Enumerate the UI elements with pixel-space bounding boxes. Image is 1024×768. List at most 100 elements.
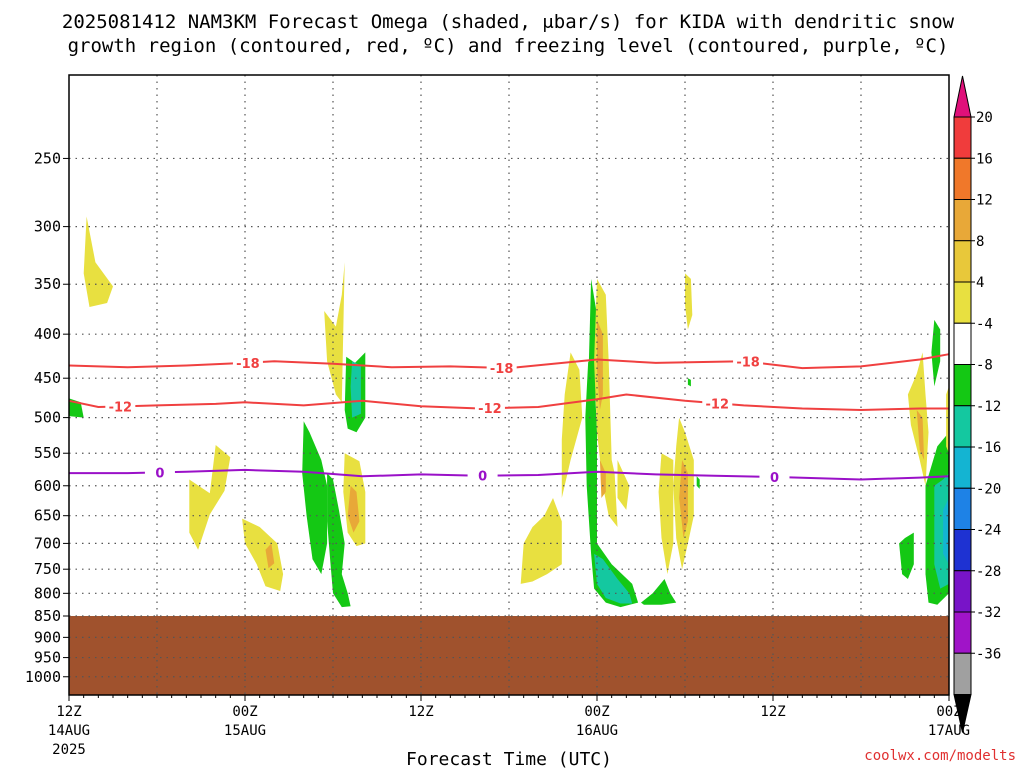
omega-shaded-region bbox=[520, 498, 562, 584]
contour-label-background bbox=[467, 467, 498, 484]
plot-background bbox=[69, 75, 949, 695]
contour-line bbox=[69, 468, 950, 481]
contour-label: 0 bbox=[155, 466, 164, 481]
colorbar-tick-label: -12 bbox=[976, 399, 1001, 415]
y-tick-label: 800 bbox=[34, 584, 61, 602]
chart-title-line-2: growth region (contoured, red, ºC) and f… bbox=[68, 35, 949, 57]
colorbar-tick-label: 20 bbox=[976, 110, 993, 126]
omega-shaded-region bbox=[324, 262, 345, 403]
contour-label-background bbox=[144, 464, 175, 481]
omega-shaded-region bbox=[943, 498, 949, 565]
contour-label: 0 bbox=[770, 471, 779, 486]
y-tick-label: 700 bbox=[34, 534, 61, 552]
plot-area bbox=[69, 75, 949, 695]
colorbar-tick-label: -8 bbox=[976, 358, 993, 374]
colorbar-top-triangle bbox=[953, 75, 972, 118]
temperature-contours: -18 -18 -18 -12 -12 -12 0 0 0 bbox=[68, 353, 950, 486]
y-tick-label: 900 bbox=[34, 628, 61, 646]
colorbar-tick-label: -24 bbox=[976, 523, 1001, 539]
x-tick-date: 14AUG bbox=[48, 723, 90, 739]
contour-label-background bbox=[105, 398, 136, 415]
omega-shaded-region bbox=[242, 518, 284, 591]
contour-label: 0 bbox=[478, 470, 487, 485]
x-tick-label: 00Z bbox=[232, 704, 257, 720]
colorbar-bottom-triangle bbox=[953, 694, 972, 733]
contour-label-background bbox=[733, 353, 764, 370]
contour-label: -18 bbox=[490, 362, 514, 377]
colorbar-swatch bbox=[953, 281, 972, 324]
colorbar-tick-label: 4 bbox=[976, 275, 984, 291]
contour-label: -12 bbox=[706, 397, 730, 412]
contour-label-background bbox=[232, 354, 263, 371]
omega-shaded-region bbox=[658, 453, 674, 575]
y-tick-label: 500 bbox=[34, 409, 61, 427]
colorbar-swatch bbox=[953, 199, 972, 242]
x-tick-label: 00Z bbox=[936, 704, 961, 720]
colorbar-swatch bbox=[953, 364, 972, 407]
colorbar-tick-label: -20 bbox=[976, 481, 1001, 497]
contour-label: -18 bbox=[736, 356, 760, 371]
contour-label-background bbox=[759, 468, 790, 485]
omega-shaded-region bbox=[302, 421, 328, 575]
colorbar-swatch bbox=[953, 487, 972, 530]
omega-shaded-region bbox=[561, 352, 583, 498]
colorbar-swatch bbox=[953, 570, 972, 613]
y-tick-label: 750 bbox=[34, 560, 61, 578]
colorbar: 20 16 12 8 4 -4 -8 -12 -16 -20 -24 -28 -32 -36 bbox=[953, 75, 1001, 733]
y-tick-label: 350 bbox=[34, 275, 61, 293]
omega-shaded-region bbox=[83, 216, 113, 307]
x-tick-label: 00Z bbox=[584, 704, 609, 720]
colorbar-tick-label: 8 bbox=[976, 234, 984, 250]
y-tick-label: 650 bbox=[34, 507, 61, 525]
colorbar-tick-label: 12 bbox=[976, 193, 993, 209]
omega-shaded-region bbox=[931, 319, 941, 387]
omega-shaded-region bbox=[696, 476, 700, 489]
chart-title-line-1: 2025081412 NAM3KM Forecast Omega (shaded… bbox=[62, 11, 955, 33]
contour-label-background bbox=[702, 395, 733, 412]
omega-shaded-region bbox=[899, 532, 914, 579]
colorbar-tick-label: -32 bbox=[976, 605, 1001, 621]
omega-shaded-region bbox=[588, 278, 597, 433]
colorbar-tick-label: -36 bbox=[976, 646, 1001, 662]
y-tick-label: 1000 bbox=[25, 668, 61, 686]
omega-shaded-region bbox=[265, 543, 275, 569]
colorbar-swatch bbox=[953, 652, 972, 695]
omega-shaded-region bbox=[327, 473, 351, 608]
y-tick-label: 850 bbox=[34, 607, 61, 625]
x-tick-date: 15AUG bbox=[224, 723, 266, 739]
contour-line bbox=[68, 353, 950, 370]
colorbar-swatch bbox=[953, 240, 972, 283]
omega-shaded-region bbox=[347, 485, 360, 533]
x-tick-label: 12Z bbox=[760, 704, 785, 720]
credit-text: coolwx.com/modelts bbox=[864, 748, 1016, 764]
y-tick-label: 400 bbox=[34, 325, 61, 343]
omega-shaded-region bbox=[685, 273, 693, 330]
omega-shaded-region bbox=[585, 361, 639, 608]
y-tick-label: 250 bbox=[34, 149, 61, 167]
omega-shaded-region bbox=[594, 553, 633, 604]
y-tick-label: 300 bbox=[34, 218, 61, 236]
omega-shaded-region bbox=[350, 361, 361, 418]
omega-shaded-region bbox=[597, 319, 603, 410]
contour-label-background bbox=[474, 400, 505, 417]
contour-label: -12 bbox=[478, 402, 502, 417]
colorbar-tick-label: -4 bbox=[976, 316, 993, 332]
x-tick-label: 12Z bbox=[56, 704, 81, 720]
omega-shaded-region bbox=[679, 460, 688, 538]
contour-label: -12 bbox=[109, 400, 133, 415]
y-tick-label: 950 bbox=[34, 649, 61, 667]
colorbar-swatch bbox=[953, 446, 972, 489]
omega-shaded-region bbox=[916, 410, 925, 460]
omega-shaded-region bbox=[934, 473, 949, 589]
colorbar-swatch bbox=[953, 611, 972, 654]
colorbar-swatch bbox=[953, 405, 972, 448]
colorbar-tick-label: -28 bbox=[976, 564, 1001, 580]
colorbar-swatch bbox=[953, 322, 972, 365]
x-axis-label: Forecast Time (UTC) bbox=[406, 749, 612, 768]
y-tick-label: 600 bbox=[34, 477, 61, 495]
y-tick-label: 450 bbox=[34, 369, 61, 387]
y-tick-label: 550 bbox=[34, 444, 61, 462]
x-tick-date: 16AUG bbox=[576, 723, 618, 739]
omega-shaded-region bbox=[687, 378, 691, 387]
